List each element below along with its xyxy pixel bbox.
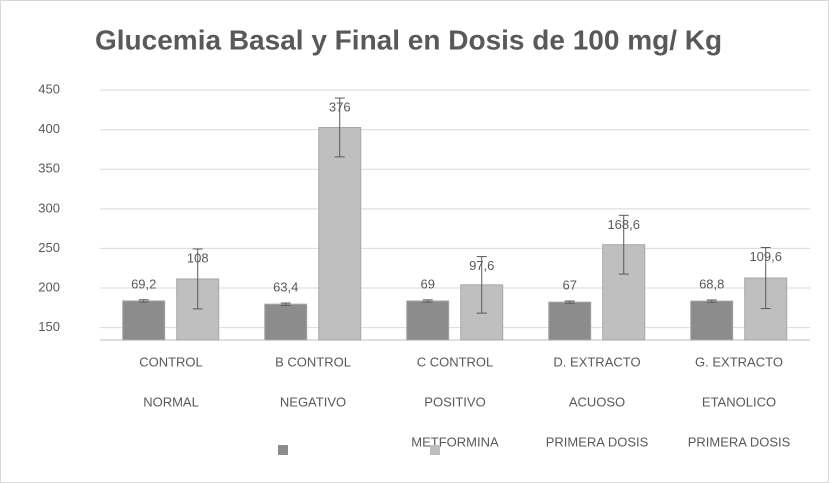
x-tick-label: ETANOLICO	[702, 394, 776, 409]
x-tick-label: D. EXTRACTO	[553, 354, 640, 369]
data-label: 108	[187, 250, 209, 265]
x-tick-label: C CONTROL	[417, 354, 494, 369]
x-tick-label: G. EXTRACTO	[695, 354, 783, 369]
bar	[264, 303, 308, 341]
x-tick-label: NEGATIVO	[280, 394, 346, 409]
data-label: 69,2	[131, 276, 156, 291]
bar	[690, 300, 734, 341]
data-label: 67	[562, 278, 576, 293]
chart-title: Glucemia Basal y Final en Dosis de 100 m…	[95, 24, 722, 55]
legend-swatch	[430, 445, 440, 455]
data-label: 168,6	[607, 217, 640, 232]
data-label: 109,6	[749, 249, 782, 264]
x-tick-label: B CONTROL	[275, 354, 351, 369]
x-tick-label: METFORMINA	[411, 434, 499, 449]
bar	[122, 300, 166, 341]
bar	[406, 300, 450, 341]
x-tick-label: PRIMERA DOSIS	[546, 434, 649, 449]
y-tick-label: 250	[38, 240, 60, 255]
y-tick-label: 150	[38, 319, 60, 334]
x-tick-label: CONTROL	[139, 354, 203, 369]
bar	[548, 301, 592, 341]
legend-swatch	[278, 445, 288, 455]
bar	[318, 126, 362, 341]
y-tick-label: 200	[38, 279, 60, 294]
y-tick-label: 300	[38, 200, 60, 215]
data-label: 69	[420, 276, 434, 291]
data-label: 376	[329, 100, 351, 115]
y-tick-label: 450	[38, 82, 60, 97]
x-tick-label: ACUOSO	[569, 394, 625, 409]
y-tick-label: 400	[38, 121, 60, 136]
x-tick-label: POSITIVO	[424, 394, 485, 409]
y-tick-label: 350	[38, 161, 60, 176]
data-label: 97,6	[469, 258, 494, 273]
data-label: 68,8	[699, 277, 724, 292]
data-label: 63,4	[273, 280, 298, 295]
x-tick-label: PRIMERA DOSIS	[688, 434, 791, 449]
x-tick-label: NORMAL	[143, 394, 199, 409]
